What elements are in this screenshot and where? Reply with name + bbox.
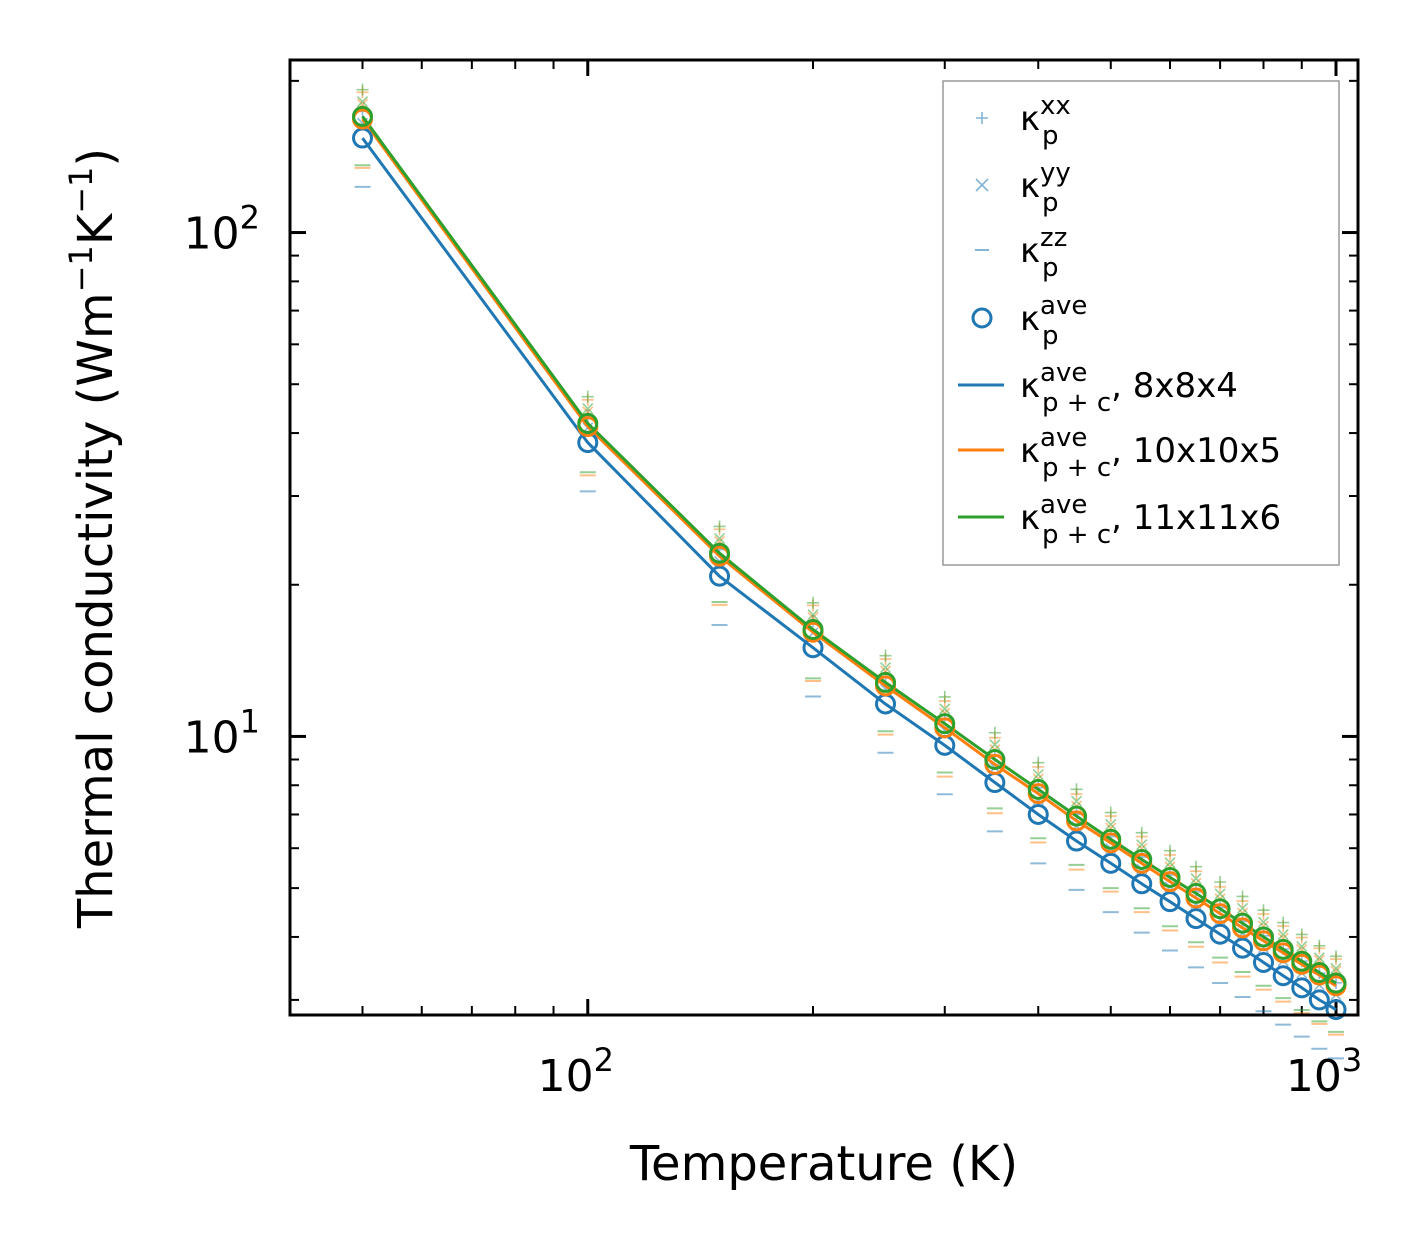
x-tick-label: 102 bbox=[538, 1041, 614, 1102]
kappa-yy-marker bbox=[1257, 916, 1270, 928]
kappa-yy-marker bbox=[939, 703, 951, 715]
kappa-ave-marker bbox=[1131, 848, 1153, 870]
kappa-xx-marker bbox=[807, 596, 820, 609]
kappa-yy-marker bbox=[1236, 902, 1249, 914]
kappa-xx-marker bbox=[1257, 904, 1270, 917]
kappa-xx-marker bbox=[1295, 928, 1308, 941]
kappa-xx-marker bbox=[1330, 950, 1343, 963]
kappa-ave-marker bbox=[1291, 950, 1313, 972]
legend-circle-marker bbox=[971, 307, 993, 329]
legend-label: κyy p bbox=[1020, 158, 1071, 218]
kappa-yy-marker bbox=[1136, 839, 1148, 851]
kappa-yy-marker bbox=[1164, 857, 1176, 869]
kappa-ave-marker bbox=[709, 542, 731, 564]
legend-label: κave p + c, 10x10x5 bbox=[1020, 423, 1281, 483]
kappa-yy-marker bbox=[1190, 873, 1202, 885]
kappa-ave-marker bbox=[1272, 938, 1294, 960]
legend-box bbox=[942, 80, 1340, 566]
x-tick-label: 103 bbox=[1286, 1041, 1362, 1102]
kappa-ave-marker bbox=[1066, 830, 1088, 852]
kappa-xx-marker bbox=[938, 690, 951, 703]
kappa-yy-marker bbox=[879, 662, 892, 674]
kappa-yy-marker bbox=[1277, 928, 1289, 941]
kappa-ave-marker bbox=[1100, 852, 1122, 874]
x-axis-title: Temperature (K) bbox=[629, 1136, 1018, 1192]
kappa-yy-marker bbox=[713, 532, 726, 544]
kappa-xx-marker bbox=[1190, 860, 1203, 873]
kappa-ave-marker bbox=[1253, 926, 1275, 948]
kappa-ave-marker bbox=[1232, 912, 1254, 934]
kappa-ave-marker bbox=[1308, 989, 1330, 1011]
tick-labels: 102 103 101 102 bbox=[184, 199, 1363, 1102]
legend-cross-marker bbox=[975, 178, 989, 192]
legend-label: κzz p bbox=[1020, 223, 1067, 283]
kappa-ave-marker bbox=[1325, 972, 1347, 994]
kappa-ave-marker bbox=[1232, 937, 1254, 959]
kappa-ave-marker bbox=[1159, 866, 1181, 888]
kappa-yy-marker bbox=[356, 96, 369, 108]
kappa-yy-marker bbox=[1105, 818, 1117, 831]
kappa-ave-marker bbox=[1185, 882, 1207, 904]
kappa-yy-marker bbox=[1296, 940, 1308, 952]
kappa-xx-marker bbox=[713, 520, 726, 533]
kappa-ave-marker bbox=[802, 619, 824, 641]
kappa-xx-marker bbox=[1104, 806, 1117, 819]
kappa-xx-marker bbox=[356, 83, 369, 96]
kappa-ave-marker bbox=[1066, 805, 1088, 827]
kappa-xx-marker bbox=[1277, 916, 1290, 929]
kappa-xx-marker bbox=[1164, 844, 1177, 857]
kappa-xx-marker bbox=[1214, 876, 1227, 889]
kappa-ave-marker bbox=[709, 565, 731, 587]
kappa-yy-marker bbox=[1313, 952, 1325, 964]
kappa-ave-marker bbox=[934, 713, 956, 735]
kappa-yy-marker bbox=[1070, 795, 1083, 807]
legend-label: κxx p bbox=[1020, 91, 1071, 151]
kappa-ave-marker bbox=[1291, 977, 1313, 999]
kappa-ave-marker bbox=[1253, 951, 1275, 973]
kappa-yy-marker bbox=[807, 609, 819, 621]
kappa-ave-marker bbox=[1209, 898, 1231, 920]
legend-label: κave p bbox=[1020, 291, 1087, 351]
kappa-ave-marker bbox=[984, 748, 1006, 770]
plot-content bbox=[352, 83, 1347, 1060]
y-tick-label: 102 bbox=[184, 199, 260, 260]
kappa-yy-marker bbox=[1032, 769, 1044, 781]
kappa-xx-marker bbox=[879, 649, 892, 662]
series-line bbox=[361, 115, 1337, 985]
kappa-ave-marker bbox=[1272, 965, 1294, 987]
kappa-ave-marker bbox=[1185, 908, 1207, 930]
legend-label: κave p + c, 11x11x6 bbox=[1020, 490, 1281, 550]
kappa-ave-marker bbox=[1131, 873, 1153, 895]
plot-frame bbox=[288, 58, 1360, 1017]
kappa-xx-marker bbox=[1070, 783, 1083, 796]
y-axis-title: Thermal conductivity (Wm−1K−1) bbox=[62, 148, 124, 929]
kappa-yy-marker bbox=[582, 403, 594, 415]
kappa-yy-marker bbox=[1330, 962, 1342, 974]
kappa-ave-marker bbox=[577, 412, 599, 434]
kappa-ave-marker bbox=[1159, 891, 1181, 913]
kappa-ave-marker bbox=[1100, 828, 1122, 850]
kappa-xx-marker bbox=[1313, 939, 1326, 952]
kappa-yy-marker bbox=[989, 739, 1001, 751]
legend-plus-marker bbox=[976, 112, 988, 124]
kappa-ave-marker bbox=[352, 105, 374, 127]
kappa-xx-marker bbox=[1236, 890, 1249, 903]
kappa-ave-marker bbox=[1325, 999, 1347, 1021]
kappa-xx-marker bbox=[581, 390, 594, 403]
legend-label: κave p + c, 8x8x4 bbox=[1020, 358, 1238, 418]
series-line bbox=[361, 118, 1337, 988]
kappa-yy-marker bbox=[1214, 888, 1226, 900]
kappa-xx-marker bbox=[988, 726, 1001, 739]
kappa-xx-marker bbox=[1032, 756, 1045, 769]
y-tick-label: 101 bbox=[184, 702, 260, 763]
kappa-xx-marker bbox=[1135, 826, 1148, 839]
kappa-ave-marker bbox=[1308, 962, 1330, 984]
series-line bbox=[361, 137, 1337, 1011]
kappa-ave-marker bbox=[1027, 803, 1049, 825]
kappa-ave-marker bbox=[875, 671, 897, 693]
kappa-ave-marker bbox=[1027, 778, 1049, 800]
kappa-ave-marker bbox=[1209, 923, 1231, 945]
